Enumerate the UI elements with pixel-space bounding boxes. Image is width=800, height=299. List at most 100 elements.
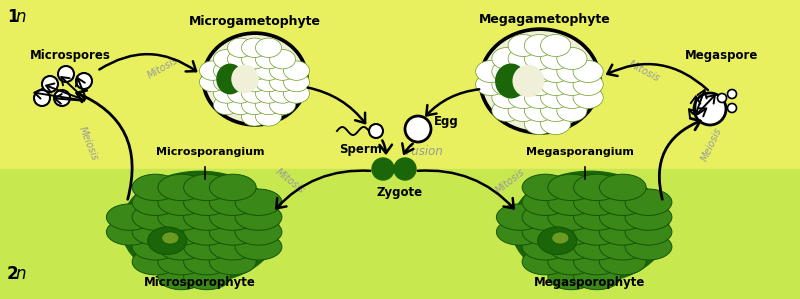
Ellipse shape <box>548 219 594 245</box>
Ellipse shape <box>255 72 282 92</box>
Ellipse shape <box>512 172 668 282</box>
Circle shape <box>394 158 416 180</box>
Ellipse shape <box>184 204 230 230</box>
Ellipse shape <box>552 232 569 244</box>
Ellipse shape <box>548 248 594 275</box>
Ellipse shape <box>513 65 544 97</box>
Ellipse shape <box>283 61 310 80</box>
Ellipse shape <box>557 48 587 69</box>
Ellipse shape <box>132 204 179 230</box>
Ellipse shape <box>492 74 522 95</box>
Text: Megaspore: Megaspore <box>686 49 758 62</box>
Bar <box>0 169 800 299</box>
Circle shape <box>405 116 431 142</box>
Text: Fusion: Fusion <box>406 145 444 158</box>
Text: n: n <box>15 8 26 26</box>
Ellipse shape <box>599 204 646 230</box>
Ellipse shape <box>574 219 621 245</box>
Ellipse shape <box>202 32 308 126</box>
Ellipse shape <box>625 219 672 245</box>
Ellipse shape <box>476 60 506 83</box>
Text: Meiosis: Meiosis <box>77 125 99 163</box>
Ellipse shape <box>205 35 305 123</box>
Text: Zygote: Zygote <box>377 186 423 199</box>
Ellipse shape <box>574 204 621 230</box>
Circle shape <box>34 90 50 106</box>
Ellipse shape <box>231 65 258 93</box>
Ellipse shape <box>508 60 538 83</box>
Ellipse shape <box>210 189 256 216</box>
Ellipse shape <box>522 248 569 275</box>
Ellipse shape <box>524 34 554 57</box>
Ellipse shape <box>235 204 282 230</box>
Ellipse shape <box>242 72 267 92</box>
Ellipse shape <box>235 234 282 260</box>
Circle shape <box>727 89 737 98</box>
Ellipse shape <box>158 248 205 275</box>
Ellipse shape <box>541 34 570 57</box>
Ellipse shape <box>214 72 239 92</box>
Ellipse shape <box>541 86 570 109</box>
Ellipse shape <box>492 86 522 109</box>
Ellipse shape <box>210 248 256 275</box>
Ellipse shape <box>541 74 570 95</box>
Ellipse shape <box>492 48 522 69</box>
Ellipse shape <box>214 95 239 115</box>
Ellipse shape <box>270 72 295 92</box>
Ellipse shape <box>210 204 256 230</box>
Text: n: n <box>15 265 26 283</box>
Ellipse shape <box>574 234 621 260</box>
Ellipse shape <box>599 248 646 275</box>
Ellipse shape <box>522 204 569 230</box>
Ellipse shape <box>242 50 267 69</box>
Ellipse shape <box>227 38 254 57</box>
Ellipse shape <box>255 38 282 57</box>
Ellipse shape <box>522 219 569 245</box>
Ellipse shape <box>235 219 282 245</box>
Ellipse shape <box>227 61 254 80</box>
Ellipse shape <box>210 174 256 201</box>
Ellipse shape <box>548 234 594 260</box>
Ellipse shape <box>625 234 672 260</box>
Ellipse shape <box>548 263 594 290</box>
Text: Mitosis: Mitosis <box>274 167 306 196</box>
Circle shape <box>372 158 394 180</box>
Ellipse shape <box>184 263 230 290</box>
Text: 1: 1 <box>7 8 18 26</box>
Ellipse shape <box>524 48 554 69</box>
Text: Megasporophyte: Megasporophyte <box>534 276 646 289</box>
Ellipse shape <box>573 86 603 109</box>
Circle shape <box>58 66 74 82</box>
Ellipse shape <box>496 219 543 245</box>
Ellipse shape <box>148 227 186 254</box>
Ellipse shape <box>132 248 179 275</box>
Ellipse shape <box>283 84 310 103</box>
Ellipse shape <box>158 174 205 201</box>
Ellipse shape <box>210 219 256 245</box>
Ellipse shape <box>541 48 570 69</box>
Ellipse shape <box>158 234 205 260</box>
Text: Megagametophyte: Megagametophyte <box>479 13 611 26</box>
Ellipse shape <box>482 31 598 131</box>
Ellipse shape <box>524 74 554 95</box>
Ellipse shape <box>255 50 282 69</box>
Ellipse shape <box>255 61 282 80</box>
Ellipse shape <box>492 60 522 83</box>
Ellipse shape <box>242 84 267 103</box>
Ellipse shape <box>541 100 570 121</box>
Ellipse shape <box>548 204 594 230</box>
Ellipse shape <box>541 112 570 135</box>
Ellipse shape <box>242 107 267 126</box>
Ellipse shape <box>492 100 522 121</box>
Ellipse shape <box>548 189 594 216</box>
Ellipse shape <box>625 204 672 230</box>
Ellipse shape <box>495 63 527 98</box>
Ellipse shape <box>270 95 295 115</box>
Text: Megasporangium: Megasporangium <box>526 147 634 157</box>
Ellipse shape <box>522 174 569 201</box>
Ellipse shape <box>184 248 230 275</box>
Circle shape <box>54 90 70 106</box>
Ellipse shape <box>270 61 295 80</box>
Ellipse shape <box>255 95 282 115</box>
Ellipse shape <box>557 60 587 83</box>
